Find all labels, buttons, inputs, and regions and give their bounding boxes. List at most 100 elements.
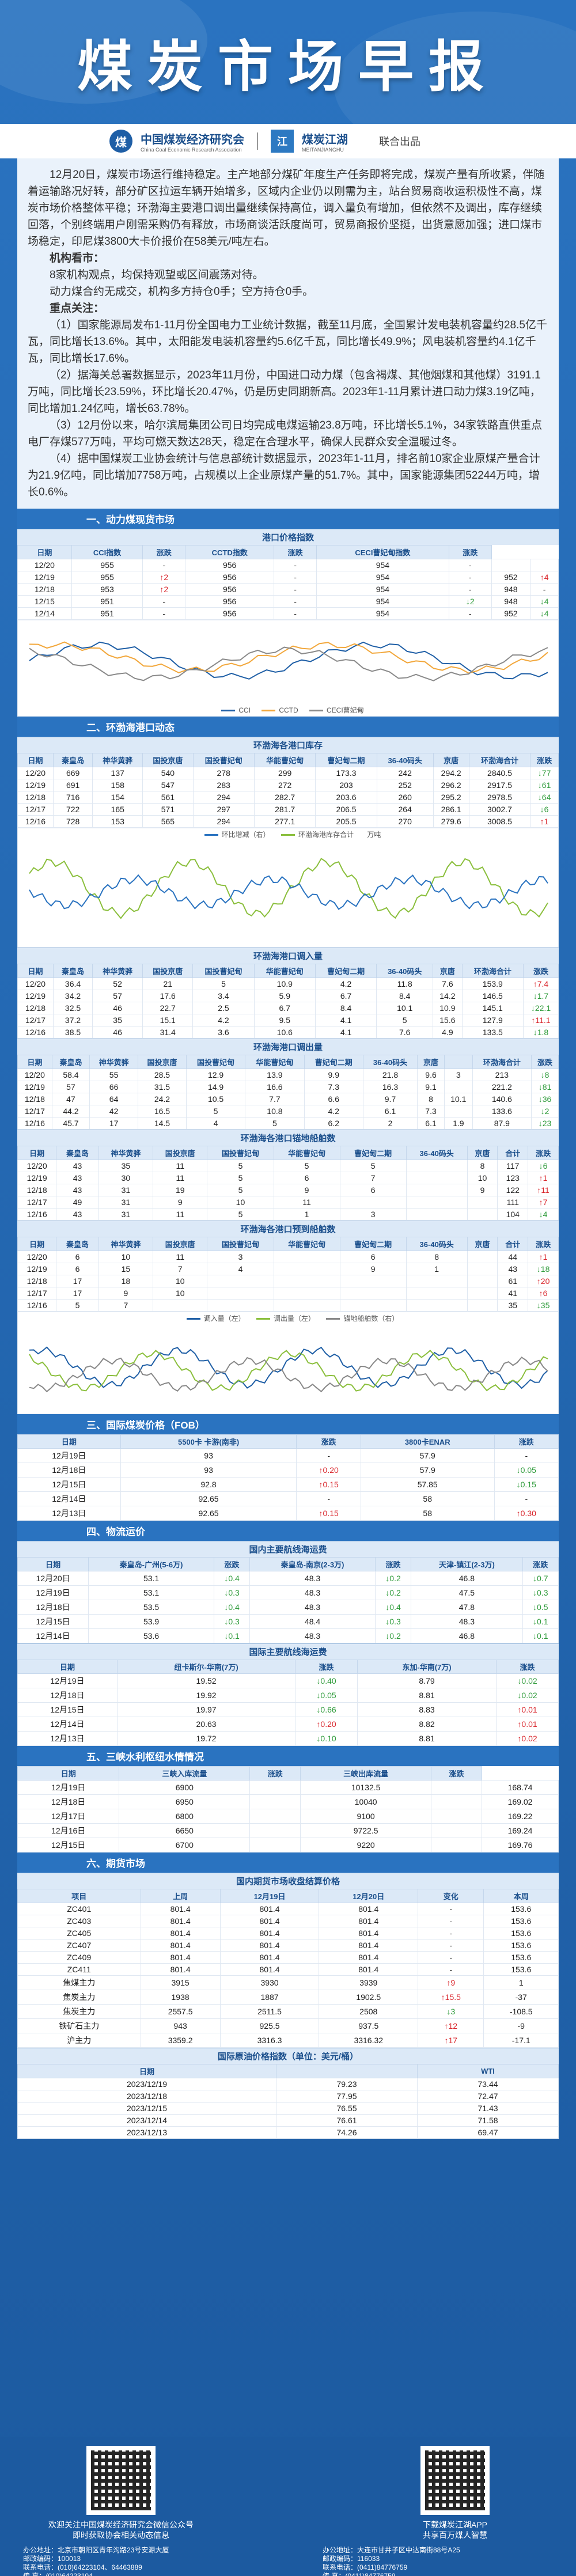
table-cell: 1887 bbox=[219, 1990, 320, 2005]
footer-info-line: 传 真：(0411)84776759 bbox=[323, 2572, 396, 2576]
table-row: 2023/12/19 79.23 73.44 bbox=[17, 2078, 559, 2090]
table-cell: 12/17 bbox=[17, 1105, 52, 1117]
table-cell: 104 bbox=[497, 1208, 529, 1221]
table-cell: 11 bbox=[273, 1196, 340, 1209]
table-cell: 43 bbox=[56, 1160, 99, 1172]
table-header-cell: 国投曹妃甸 bbox=[192, 964, 255, 978]
table-cell: 焦煤主力 bbox=[17, 1975, 141, 1990]
table-cell: 31.4 bbox=[142, 1026, 194, 1039]
table-cell: 123 bbox=[497, 1172, 529, 1184]
table-cell: 12/17 bbox=[17, 1287, 57, 1300]
table-header-cell: 本周 bbox=[483, 1889, 559, 1903]
table-header-cell: 涨跌 bbox=[213, 1557, 251, 1571]
table-cell: 12月14日 bbox=[17, 1717, 118, 1732]
table-cell: 15.6 bbox=[433, 1014, 463, 1026]
sec5-title: 五、三峡水利枢纽水情情况 bbox=[17, 1746, 559, 1766]
table-cell: ↓0.1 bbox=[522, 1628, 559, 1643]
table-header-cell: 日期 bbox=[17, 1557, 89, 1571]
table-cell: 6.1 bbox=[417, 1117, 445, 1130]
table-cell: 17 bbox=[56, 1287, 99, 1300]
table-cell: ↓0.66 bbox=[295, 1702, 358, 1717]
table-cell: 58 bbox=[360, 1506, 495, 1521]
joint-label: 联合出品 bbox=[379, 136, 420, 147]
table-cell: 801.4 bbox=[219, 1963, 320, 1976]
summary-p5: （2）据海关总署数据显示，2023年11月份，中国进口动力煤（包含褐煤、其他烟煤… bbox=[28, 369, 541, 415]
table-cell: ZC401 bbox=[17, 1903, 141, 1915]
table-header-cell: 日期 bbox=[17, 1660, 118, 1674]
footer-info-line: 邮政编码：116033 bbox=[323, 2555, 380, 2563]
sec1-subtitle: 港口价格指数 bbox=[17, 529, 559, 545]
table-cell: ↑0.01 bbox=[496, 1702, 559, 1717]
footer-left-info: 办公地址：北京市朝阳区青年沟路23号安源大厦 邮政编码：100013 联系电话：(0… bbox=[23, 2546, 265, 2576]
table-cell: 10.8 bbox=[245, 1105, 305, 1117]
table-cell: 2023/12/19 bbox=[17, 2078, 277, 2090]
table-cell: ZC403 bbox=[17, 1915, 141, 1927]
table-cell bbox=[339, 1196, 407, 1209]
table-cell: 951 bbox=[71, 595, 143, 608]
table-cell: 71.43 bbox=[417, 2102, 559, 2115]
table-cell: 7.7 bbox=[245, 1093, 305, 1105]
table-cell: 133.5 bbox=[461, 1026, 524, 1039]
table-cell: 6950 bbox=[119, 1794, 251, 1809]
table-cell: - bbox=[274, 583, 317, 596]
table-cell: 1.9 bbox=[444, 1117, 473, 1130]
table-cell: 12月19日 bbox=[17, 1673, 118, 1688]
table-cell: 6700 bbox=[119, 1838, 251, 1853]
sec3-table: 日期 5500卡 卡游(南非) 涨跌 3800卡ENAR 涨跌 12月19日 93-57.9… bbox=[17, 1434, 559, 1521]
table-cell: 12/17 bbox=[17, 1014, 54, 1026]
table-cell: 10 bbox=[467, 1172, 498, 1184]
table-cell: 5 bbox=[192, 978, 255, 990]
table-cell bbox=[406, 1208, 468, 1221]
table-row: 12月15日 19.97 ↓0.66 8.83 ↑0.01 bbox=[17, 1702, 559, 1717]
table-row: 12/17 37.2 35 15.1 4.2 9.5 4.1 5 15.6 127.9 ↑11.1 bbox=[17, 1014, 559, 1026]
table-cell: ↑6 bbox=[528, 1287, 559, 1300]
table-cell: 296.2 bbox=[433, 779, 469, 791]
footer-info-line: 邮政编码：100013 bbox=[23, 2555, 81, 2563]
table-cell: 48.3 bbox=[249, 1571, 376, 1586]
table-row: ZC401 801.4 801.4 801.4-153.6 bbox=[17, 1903, 559, 1915]
sec6-oil-table: 日期 WTI 2023/12/19 79.23 73.44 2023/12/18 77.95… bbox=[17, 2064, 559, 2139]
table-cell: 15 bbox=[98, 1263, 154, 1275]
table-cell: 286.1 bbox=[433, 803, 469, 816]
table-cell: 11 bbox=[153, 1208, 208, 1221]
table-row: 12/20 36.4 52 21 5 10.9 4.2 11.8 7.6 153.9 ↑7.4 bbox=[17, 978, 559, 990]
table-cell: 8.82 bbox=[357, 1717, 497, 1732]
sec2-combo-chart bbox=[29, 858, 548, 919]
table-cell: ↓0.4 bbox=[213, 1571, 251, 1586]
table-cell: 540 bbox=[142, 767, 194, 779]
table-cell bbox=[467, 1196, 498, 1209]
table-cell: 5 bbox=[273, 1160, 340, 1172]
table-cell: 954 bbox=[316, 559, 449, 571]
table-header-cell: 三峡出库流量 bbox=[300, 1766, 431, 1781]
table-cell: ↓0.05 bbox=[295, 1688, 358, 1703]
table-cell: 12.9 bbox=[185, 1069, 246, 1081]
table-cell: 801.4 bbox=[219, 1903, 320, 1915]
table-cell: 10.6 bbox=[253, 1026, 316, 1039]
table-cell: ↑11.1 bbox=[522, 1014, 559, 1026]
table-cell: 8.4 bbox=[314, 1002, 377, 1014]
table-cell: 48.3 bbox=[249, 1600, 376, 1615]
table-row: 12/16 45.7 17 14.5 4 5 6.2 2 6.1 1.9 87.9 ↓23 bbox=[17, 1117, 559, 1130]
table-cell: 6 bbox=[339, 1184, 407, 1196]
sec2-anchor-table: 日期 秦皇岛 神华黄骅 国投京唐 国投曹妃甸 华能曹妃甸 曹妃甸二期 36-40码头 京唐 合计涨… bbox=[17, 1146, 559, 1221]
table-cell: 57 bbox=[51, 1081, 90, 1093]
table-cell: 12/19 bbox=[17, 1081, 52, 1093]
table-header-cell: 日期 bbox=[17, 1237, 57, 1251]
table-header-cell: 涨跌 bbox=[296, 1434, 361, 1449]
table-cell: 10 bbox=[153, 1287, 208, 1300]
table-header-cell: 国投京唐 bbox=[142, 753, 194, 767]
summary-p2: 8家机构观点，均保持观望或区间震荡对待。 bbox=[50, 269, 264, 281]
table-cell: 6800 bbox=[119, 1809, 251, 1824]
table-row: 12月19日 53.1 ↓0.3 48.3 ↓0.2 47.5 ↓0.3 bbox=[17, 1585, 559, 1600]
table-cell: 948 bbox=[491, 595, 531, 608]
table-row: 12/17 722 165 571 297 281.7 206.5 264 286.1 3002.… bbox=[17, 803, 559, 816]
table-cell: 37.2 bbox=[53, 1014, 93, 1026]
table-cell: 5.9 bbox=[253, 990, 316, 1002]
table-cell: 165 bbox=[92, 803, 143, 816]
table-cell: 79.23 bbox=[276, 2078, 418, 2090]
table-cell: 12/20 bbox=[17, 559, 72, 571]
table-cell: 10 bbox=[207, 1196, 274, 1209]
table-cell: 158 bbox=[92, 779, 143, 791]
table-cell: 955 bbox=[71, 559, 143, 571]
table-cell: 52 bbox=[92, 978, 143, 990]
